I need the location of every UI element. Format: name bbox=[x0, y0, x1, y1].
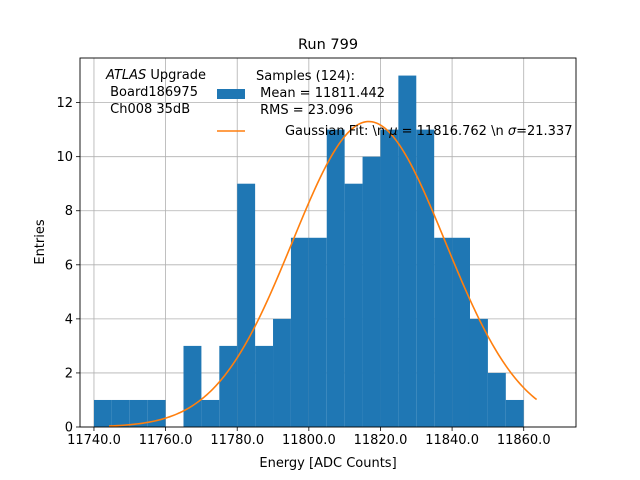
y-axis-label: Entries bbox=[33, 219, 48, 265]
histogram-bar bbox=[398, 75, 417, 428]
gaussian-fit-curve bbox=[108, 120, 538, 427]
svg-text:ATLAS Upgrade: ATLAS Upgrade bbox=[105, 68, 206, 83]
histogram-bar bbox=[434, 237, 453, 427]
y-tick-label: 8 bbox=[65, 204, 73, 219]
histogram-bar bbox=[93, 399, 112, 427]
histogram-bar bbox=[308, 237, 327, 427]
legend: Samples (124): Mean = 11811.442 RMS = 23… bbox=[217, 69, 593, 139]
x-tick-label: 11820.0 bbox=[354, 433, 408, 448]
histogram-bar bbox=[362, 156, 381, 427]
plot-frame bbox=[79, 57, 577, 428]
histogram-bar bbox=[416, 129, 435, 427]
histogram-bar bbox=[487, 372, 506, 427]
y-tick-label: 10 bbox=[56, 150, 73, 165]
x-tick-label: 11780.0 bbox=[210, 433, 264, 448]
annotation-board: Board186975 bbox=[106, 85, 198, 100]
y-tick-label: 6 bbox=[65, 258, 73, 273]
histogram-bar bbox=[469, 318, 488, 427]
legend-fit-label: Gaussian Fit: \n μ = 11816.762 \n σ=21.3… bbox=[256, 124, 593, 139]
histogram-bar bbox=[452, 237, 470, 427]
legend-hist-line-3: RMS = 23.096 bbox=[256, 103, 353, 118]
histogram-bar bbox=[147, 399, 166, 427]
histogram-bar bbox=[344, 183, 363, 427]
y-tick-label: 2 bbox=[65, 366, 73, 381]
legend-hist-swatch bbox=[217, 89, 245, 99]
histogram-bar bbox=[326, 129, 345, 427]
annotation-channel: Ch008 35dB bbox=[106, 102, 190, 117]
y-tick-label: 4 bbox=[65, 312, 73, 327]
annotation-upgrade: Upgrade bbox=[146, 68, 206, 83]
histogram-bar bbox=[111, 399, 130, 427]
y-tick-label: 12 bbox=[56, 96, 73, 111]
x-tick-label: 11760.0 bbox=[139, 433, 193, 448]
x-axis-ticks: 11740.0 11760.0 11780.0 11800.0 11820.0 11840… bbox=[67, 427, 551, 448]
chart-title: Run 799 bbox=[298, 37, 358, 53]
histogram-bar bbox=[255, 345, 274, 427]
x-tick-label: 11800.0 bbox=[282, 433, 336, 448]
histogram-bar bbox=[219, 345, 238, 427]
legend-hist-line-1: Samples (124): bbox=[256, 69, 355, 84]
histogram-bar bbox=[273, 318, 291, 427]
histogram-bar bbox=[129, 399, 148, 427]
x-tick-label: 11740.0 bbox=[67, 433, 121, 448]
histogram-bar bbox=[201, 399, 220, 427]
legend-hist-line-2: Mean = 11811.442 bbox=[256, 86, 385, 101]
annotation-atlas: ATLAS bbox=[105, 68, 146, 83]
x-axis-label: Energy [ADC Counts] bbox=[259, 456, 396, 471]
x-tick-label: 11840.0 bbox=[425, 433, 479, 448]
histogram-bar bbox=[380, 129, 399, 427]
histogram-bars bbox=[93, 75, 524, 428]
atlas-annotation: ATLAS Upgrade Board186975 Ch008 35dB bbox=[105, 68, 206, 117]
y-tick-label: 0 bbox=[65, 421, 73, 436]
histogram-bar bbox=[505, 399, 524, 427]
histogram-bar bbox=[183, 345, 202, 427]
y-axis-ticks: 0 2 4 6 8 10 12 bbox=[56, 96, 80, 436]
histogram-bar bbox=[290, 237, 309, 427]
x-tick-label: 11860.0 bbox=[497, 433, 551, 448]
histogram-bar bbox=[237, 183, 256, 427]
